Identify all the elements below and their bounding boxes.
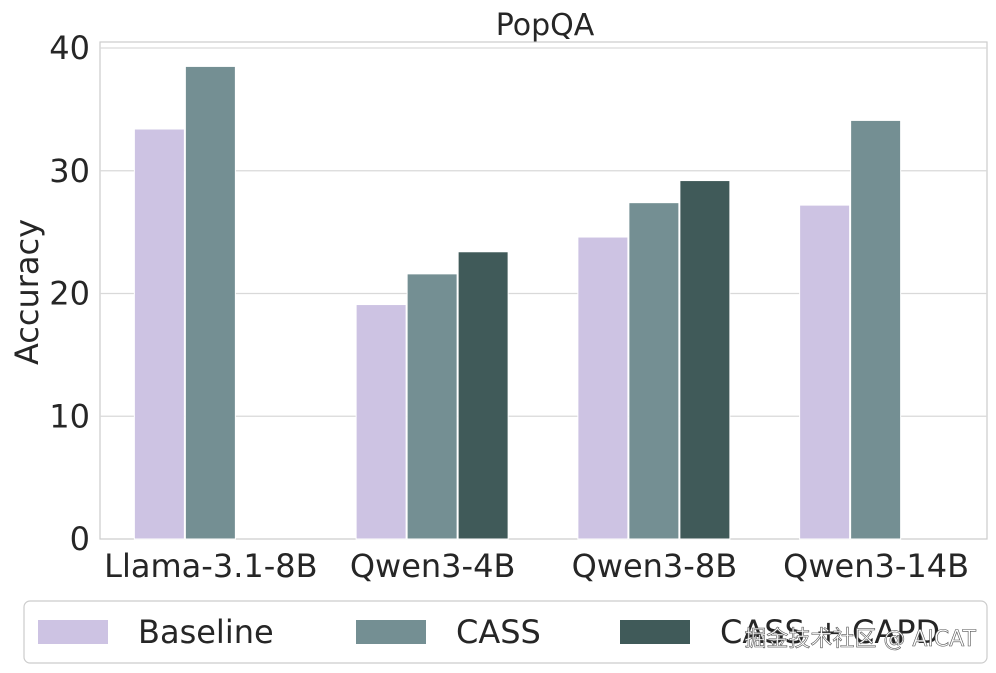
- y-tick-label: 0: [70, 520, 90, 558]
- y-tick-label: 10: [49, 397, 90, 435]
- chart-title: PopQA: [496, 8, 595, 43]
- legend-item-baseline: Baseline: [38, 613, 274, 651]
- x-tick-label: Qwen3-4B: [350, 547, 516, 585]
- bar-cass-llama-3-1-8b: [184, 65, 236, 540]
- legend-swatch: [620, 620, 690, 644]
- y-tick-label: 30: [49, 152, 90, 190]
- legend-label: CASS: [456, 613, 541, 651]
- bar-baseline-llama-3-1-8b: [133, 128, 185, 540]
- y-tick-label: 20: [49, 275, 90, 313]
- bar-baseline-qwen3-14b: [799, 204, 851, 540]
- legend-label: CASS + CAPD: [720, 613, 940, 651]
- bar-cass-capd-qwen3-8b: [679, 180, 731, 540]
- y-tick-label: 40: [49, 29, 90, 67]
- bar-cass-qwen3-4b: [406, 273, 458, 540]
- bars: [133, 65, 902, 540]
- bar-cass-qwen3-14b: [850, 119, 902, 540]
- legend: Baseline CASS CASS + CAPD: [23, 600, 988, 664]
- bar-cass-capd-qwen3-4b: [457, 251, 509, 540]
- x-tick-label: Qwen3-14B: [783, 547, 969, 585]
- legend-swatch: [356, 620, 426, 644]
- legend-label: Baseline: [138, 613, 274, 651]
- x-tick-label: Llama-3.1-8B: [104, 547, 317, 585]
- x-tick-label: Qwen3-8B: [572, 547, 738, 585]
- bar-baseline-qwen3-4b: [355, 304, 407, 540]
- bar-cass-qwen3-8b: [628, 202, 680, 540]
- bar-baseline-qwen3-8b: [577, 236, 629, 540]
- legend-frame: [23, 600, 988, 664]
- legend-item-cass: CASS: [356, 613, 541, 651]
- y-axis-ticks: 0 10 20 30 40: [49, 29, 90, 558]
- legend-swatch: [38, 620, 108, 644]
- watermark: 掘金技术社区 @ AICAT: [744, 627, 976, 652]
- x-axis-ticks: Llama-3.1-8B Qwen3-4B Qwen3-8B Qwen3-14B: [104, 547, 969, 585]
- y-axis-label: Accuracy: [8, 219, 46, 365]
- legend-item-cass-capd: CASS + CAPD: [620, 613, 940, 651]
